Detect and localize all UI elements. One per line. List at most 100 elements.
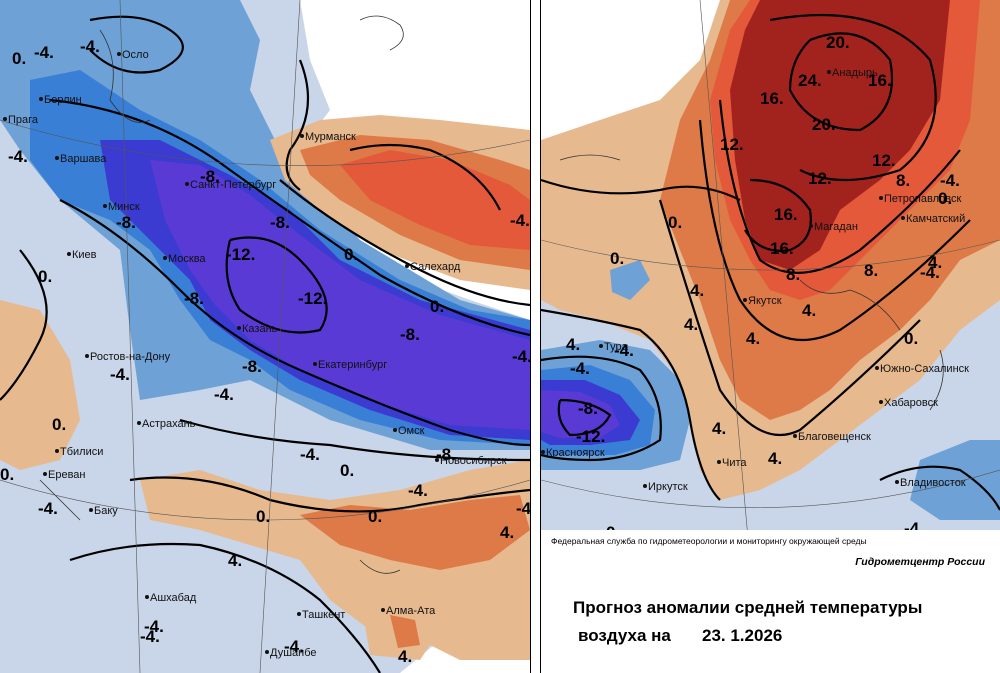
city-marker-icon xyxy=(643,484,647,488)
city-marker-icon xyxy=(237,326,241,330)
anomaly-zone-red-north xyxy=(340,150,530,250)
city-marker-icon xyxy=(435,458,439,462)
city-label-moscow: Москва xyxy=(168,253,206,265)
city-marker-icon xyxy=(300,134,304,138)
anomaly-zone-violet xyxy=(150,160,530,430)
contour-value-label: 0. xyxy=(38,267,52,286)
contour-value-label: -4. xyxy=(512,347,532,366)
contour-value-label: -4. xyxy=(300,445,320,464)
contour-value-label: 4. xyxy=(500,523,514,542)
caption-date: 23. 1.2026 xyxy=(702,626,782,645)
right-contour-lines xyxy=(541,14,1000,511)
city-marker-icon xyxy=(895,480,899,484)
contour-value-label: 0. xyxy=(668,213,682,232)
city-label-tashkent: Ташкент xyxy=(302,609,345,621)
contour-value-label: 0. xyxy=(52,415,66,434)
contour-value-label: 0. xyxy=(340,461,354,480)
contour-value-label: 4. xyxy=(712,419,726,438)
left-coastlines xyxy=(39,15,404,574)
city-label-warsaw: Варшава xyxy=(60,153,107,165)
right-map-panel: Анадырь Петропавловск Камчатский Магадан Яку… xyxy=(541,0,1000,673)
city-marker-icon xyxy=(137,421,141,425)
caption-panel xyxy=(541,530,1000,673)
coastline xyxy=(799,279,901,331)
anomaly-zone-dark-red xyxy=(730,0,950,270)
contour-value-label: 12. xyxy=(720,135,744,154)
city-marker-icon xyxy=(185,182,189,186)
contour-value-label: 0. xyxy=(938,189,952,208)
graticule-line xyxy=(541,239,1000,271)
contour-value-label: 0. xyxy=(0,465,14,484)
contour-value-label: -8. xyxy=(184,289,204,308)
contour-line xyxy=(279,179,530,307)
city-label-salekhard: Салехард xyxy=(410,261,461,273)
city-marker-icon xyxy=(103,204,107,208)
contour-value-label: 0. xyxy=(430,297,444,316)
city-marker-icon xyxy=(879,196,883,200)
contour-value-label: 4. xyxy=(684,315,698,334)
city-marker-icon xyxy=(827,70,831,74)
city-label-anadyr: Анадырь xyxy=(832,67,878,79)
city-label-kamchatsky: Камчатский xyxy=(906,213,965,225)
city-label-irkutsk: Иркутск xyxy=(648,481,688,493)
contour-value-label: 8. xyxy=(864,261,878,280)
city-marker-icon xyxy=(3,117,7,121)
city-label-astrakhan: Астрахань xyxy=(142,418,196,430)
contour-value-label: 8. xyxy=(896,171,910,190)
city-marker-icon xyxy=(265,650,269,654)
contour-value-label: -4. xyxy=(940,171,960,190)
contour-value-label: 20. xyxy=(826,33,850,52)
city-label-yerevan: Ереван xyxy=(48,469,86,481)
city-marker-icon xyxy=(381,608,385,612)
coastline xyxy=(359,559,401,574)
contour-line xyxy=(69,542,381,673)
city-marker-icon xyxy=(39,97,43,101)
graticule-line xyxy=(541,469,1000,508)
city-label-berlin: Берлин xyxy=(44,94,82,106)
contour-line xyxy=(129,476,530,513)
city-label-krasnoyarsk: Красноярск xyxy=(546,447,605,459)
caption-title-line1: Прогноз аномалии средней температуры xyxy=(573,598,922,617)
contour-value-label: 16. xyxy=(760,89,784,108)
contour-value-label: -12. xyxy=(298,289,327,308)
contour-value-label: 20. xyxy=(812,115,836,134)
contour-value-label: -4. xyxy=(284,637,304,656)
contour-value-label: -4. xyxy=(80,37,100,56)
contour-value-label: 12. xyxy=(808,169,832,188)
contour-value-label: 4. xyxy=(768,449,782,468)
contour-value-label: 0. xyxy=(368,507,382,526)
contour-value-label: -8. xyxy=(200,167,220,186)
city-marker-icon xyxy=(43,472,47,476)
city-marker-icon xyxy=(85,354,89,358)
contour-value-label: -4. xyxy=(110,365,130,384)
contour-value-label: 12. xyxy=(872,151,896,170)
contour-value-label: -8. xyxy=(270,213,290,232)
city-marker-icon xyxy=(89,508,93,512)
city-label-almaty: Алма-Ата xyxy=(386,605,436,617)
left-city-labels: Осло Берлин Прага Варшава Минск Киев Санкт-Пет… xyxy=(3,49,507,659)
contour-value-label: 8. xyxy=(786,265,800,284)
anomaly-zone-tan-south-west xyxy=(0,300,80,470)
contour-line xyxy=(541,308,721,501)
city-label-khabarovsk: Хабаровск xyxy=(884,397,938,409)
city-marker-icon xyxy=(393,428,397,432)
caption-organization: Федеральная служба по гидрометеорологии … xyxy=(551,536,867,546)
contour-value-label: -12. xyxy=(576,427,605,446)
contour-value-label: 4. xyxy=(690,281,704,300)
city-label-chita: Чита xyxy=(722,457,747,469)
contour-line xyxy=(49,98,530,337)
contour-line xyxy=(285,59,310,191)
contour-line xyxy=(557,398,612,437)
contour-line xyxy=(788,32,894,132)
contour-value-label: -4. xyxy=(408,481,428,500)
contour-line xyxy=(541,355,662,462)
city-label-minsk: Минск xyxy=(108,201,140,213)
contour-line xyxy=(744,178,812,252)
coastline xyxy=(39,479,81,521)
left-graticule xyxy=(0,0,530,673)
caption-title-line2: воздуха на xyxy=(578,626,671,645)
contour-value-label: -4. xyxy=(38,499,58,518)
left-contour-lines xyxy=(0,15,530,673)
coastline xyxy=(99,29,151,123)
